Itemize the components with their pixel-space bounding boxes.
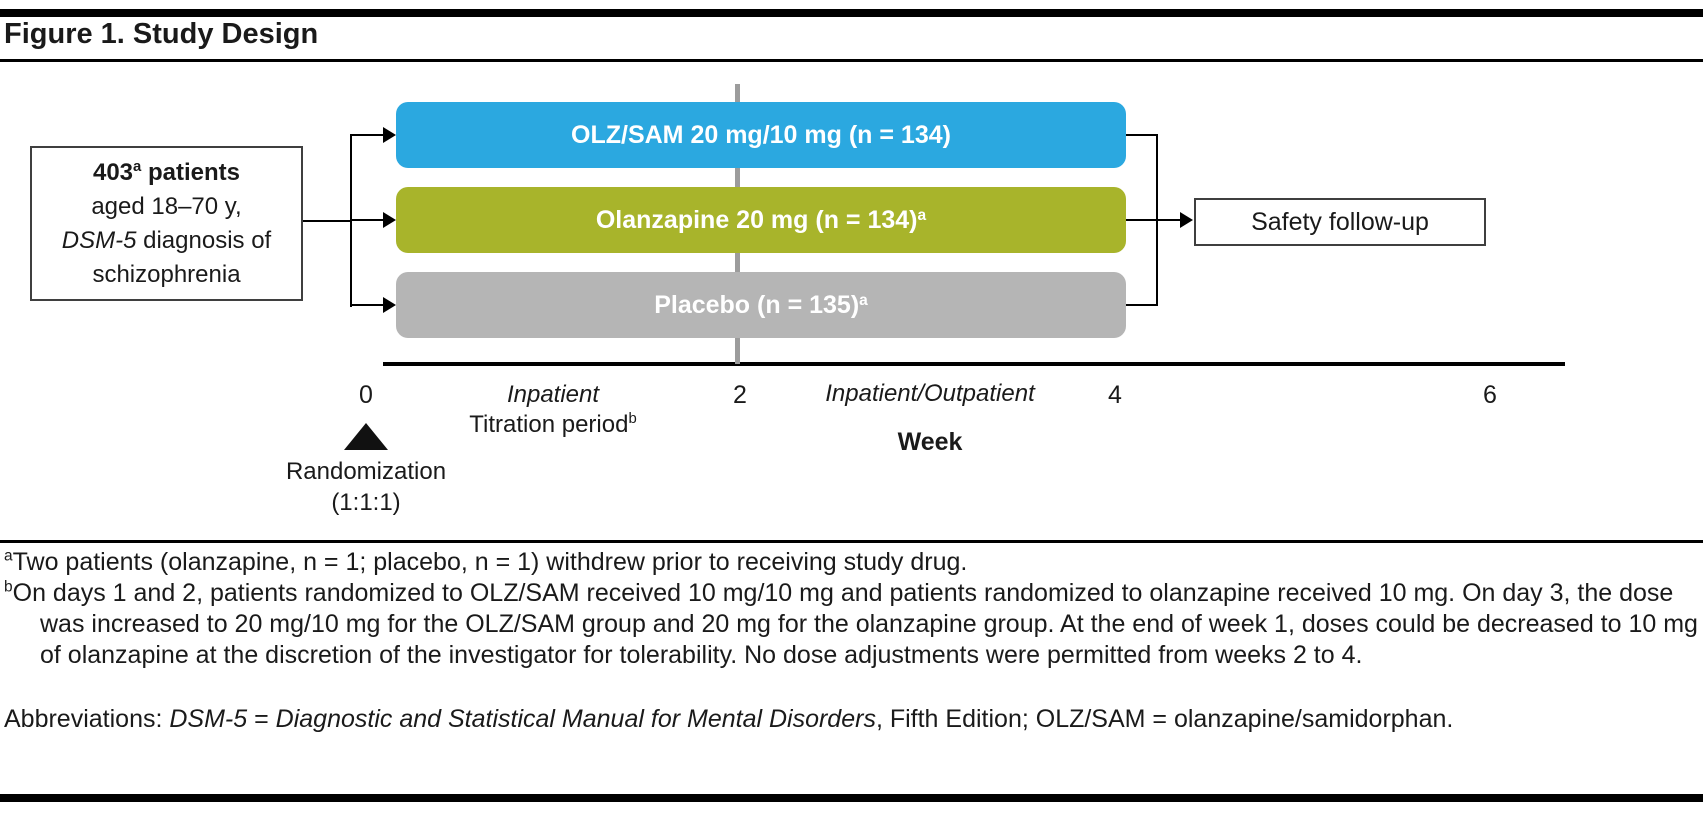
- patients-count-rest: patients: [141, 158, 240, 186]
- connector-left-stem: [300, 220, 352, 222]
- patients-box: 403a patients aged 18–70 y, DSM-5 diagno…: [30, 146, 303, 301]
- abbreviations-equals: =: [247, 705, 276, 733]
- dsm5-rest: diagnosis of: [136, 226, 272, 254]
- connector-from-arm3: [1126, 304, 1158, 306]
- arrowhead-safety-icon: [1180, 212, 1193, 228]
- titration-label-line: Titration periodb: [398, 410, 708, 440]
- titration-label: Titration period: [469, 411, 629, 438]
- footnote-b: bOn days 1 and 2, patients randomized to…: [4, 578, 1698, 671]
- abbreviations-prefix: Abbreviations:: [4, 705, 170, 733]
- abbreviation-definition-dsm5: Diagnostic and Statistical Manual for Me…: [275, 705, 876, 733]
- connector-from-arm2: [1126, 219, 1158, 221]
- inpatient-label: Inpatient: [506, 381, 600, 408]
- footnote-b-text: On days 1 and 2, patients randomized to …: [12, 579, 1698, 669]
- abbreviation-term-dsm5: DSM-5: [169, 705, 248, 733]
- titration-period-label: Inpatient Titration periodb: [398, 380, 708, 440]
- tick-week-4: 4: [1108, 381, 1122, 409]
- randomization-label: Randomization (1:1:1): [246, 456, 486, 518]
- tick-week-6: 6: [1483, 381, 1497, 409]
- arrowhead-arm3-icon: [383, 297, 396, 313]
- connector-to-arm2: [350, 219, 384, 221]
- patients-dsm-line: DSM-5 diagnosis of: [32, 224, 301, 258]
- safety-followup-label: Safety follow-up: [1251, 207, 1429, 236]
- timeline-axis: [383, 362, 1565, 366]
- connector-from-arm1: [1126, 134, 1158, 136]
- arm-olzsam-label: OLZ/SAM 20 mg/10 mg (n = 134): [571, 120, 951, 149]
- abbreviations-rest: , Fifth Edition; OLZ/SAM = olanzapine/sa…: [875, 705, 1454, 733]
- dsm5-label: DSM-5: [61, 226, 137, 254]
- tick-week-0: 0: [359, 381, 373, 409]
- patients-count: 403: [92, 158, 134, 186]
- patients-count-superscript: a: [133, 158, 142, 175]
- connector-to-arm3: [350, 304, 384, 306]
- inpatient-outpatient-label: Inpatient/Outpatient: [825, 380, 1035, 407]
- titration-superscript: b: [628, 411, 637, 427]
- arm-olanzapine-label: Olanzapine 20 mg (n = 134): [595, 205, 918, 234]
- patients-age-line: aged 18–70 y,: [91, 192, 242, 220]
- top-rule: [0, 9, 1703, 17]
- patients-diagnosis-line: schizophrenia: [92, 260, 241, 288]
- footnote-a-marker: a: [4, 547, 13, 565]
- randomization-text: Randomization: [285, 458, 447, 485]
- footnote-b-marker: b: [4, 578, 13, 596]
- arm-placebo-label: Placebo (n = 135): [654, 290, 860, 319]
- abbreviations-line: Abbreviations: DSM-5 = Diagnostic and St…: [4, 704, 1698, 735]
- tick-week-2: 2: [733, 381, 747, 409]
- figure-title: Figure 1. Study Design: [4, 18, 319, 50]
- arm-olzsam-bar: OLZ/SAM 20 mg/10 mg (n = 134): [396, 102, 1126, 168]
- arm-placebo-bar: Placebo (n = 135) a: [396, 272, 1126, 338]
- footnote-a: aTwo patients (olanzapine, n = 1; placeb…: [4, 547, 1698, 578]
- bottom-rule: [0, 794, 1703, 802]
- week-axis-label: Week: [897, 428, 963, 456]
- arm-olanzapine-bar: Olanzapine 20 mg (n = 134) a: [396, 187, 1126, 253]
- footnote-divider: [0, 540, 1703, 543]
- connector-to-arm1: [350, 134, 384, 136]
- patients-count-line: 403a patients: [32, 156, 301, 190]
- randomization-ratio: (1:1:1): [331, 489, 401, 516]
- connector-to-safety: [1156, 219, 1182, 221]
- arrowhead-arm1-icon: [383, 127, 396, 143]
- arrowhead-arm2-icon: [383, 212, 396, 228]
- title-divider: [0, 59, 1703, 62]
- safety-followup-box: Safety follow-up: [1194, 198, 1486, 246]
- footnote-a-text: Two patients (olanzapine, n = 1; placebo…: [12, 548, 968, 576]
- randomization-marker-icon: [344, 423, 388, 450]
